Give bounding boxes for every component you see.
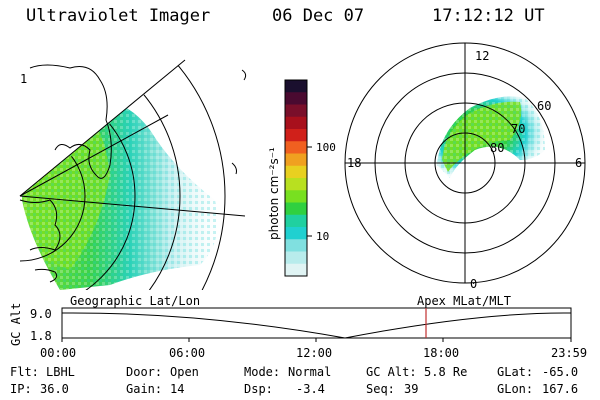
colorbar-label: photon cm⁻²s⁻¹: [267, 147, 281, 240]
info-mode-label: Mode:: [244, 365, 281, 379]
colorbar-swatch: [285, 178, 307, 191]
mlat-label-60: 60: [537, 99, 551, 113]
info-flt-label: Flt:: [10, 365, 39, 379]
info-mode-value: Normal: [288, 365, 332, 379]
info-glon-value: 167.6: [542, 382, 579, 396]
right-panel-label: Apex MLat/MLT: [417, 294, 511, 308]
info-ip-label: IP:: [10, 382, 32, 396]
colorbar-tick-100: 100: [316, 141, 336, 154]
timeline-xtick: 12:00: [296, 346, 332, 360]
timeline-ytick-top: 9.0: [30, 307, 52, 321]
mlat-label-70: 70: [511, 122, 525, 136]
mlt-label-6: 6: [575, 156, 582, 170]
info-glat-value: -65.0: [542, 365, 579, 379]
info-gain-label: Gain:: [126, 382, 163, 396]
colorbar-swatch: [285, 263, 307, 277]
colorbar: [285, 80, 307, 277]
pole-label: 1: [20, 72, 27, 86]
info-seq-label: Seq:: [366, 382, 395, 396]
colorbar-swatch: [285, 153, 307, 167]
altitude-timeline: Geographic Lat/Lon Apex MLat/MLT GC Alt …: [9, 294, 587, 360]
colorbar-swatch: [285, 227, 307, 240]
colorbar-swatch: [285, 190, 307, 203]
info-dsp-value: -3.4: [296, 382, 325, 396]
timeline-xtick: 18:00: [423, 346, 459, 360]
info-gcalt-value: 5.8 Re: [424, 365, 468, 379]
date-label: 06 Dec 07: [272, 6, 365, 26]
colorbar-swatch: [285, 104, 307, 118]
info-flt-value: LBHL: [46, 365, 75, 379]
mlt-label-18: 18: [347, 156, 361, 170]
mlat-label-80: 80: [490, 141, 504, 155]
info-glon-label: GLon:: [497, 382, 534, 396]
colorbar-swatch: [285, 239, 307, 252]
colorbar-swatch: [285, 129, 307, 142]
timeline-xtick: 06:00: [169, 346, 205, 360]
left-panel-label: Geographic Lat/Lon: [70, 294, 200, 308]
info-door-value: Open: [170, 365, 199, 379]
colorbar-swatch: [285, 116, 307, 130]
colorbar-swatch: [285, 165, 307, 179]
info-seq-value: 39: [404, 382, 419, 396]
colorbar-swatch: [285, 92, 307, 105]
info-dsp-label: Dsp:: [244, 382, 273, 396]
info-door-label: Door:: [126, 365, 163, 379]
colorbar-swatch: [285, 214, 307, 228]
instrument-title: Ultraviolet Imager: [26, 6, 211, 26]
timeline-ytick-bottom: 1.8: [30, 329, 52, 343]
info-glat-label: GLat:: [497, 365, 534, 379]
colorbar-swatch: [285, 251, 307, 265]
timeline-xtick: 00:00: [40, 346, 76, 360]
colorbar-swatch: [285, 80, 307, 93]
info-gain-value: 14: [170, 382, 185, 396]
info-gcalt-label: GC Alt:: [366, 365, 417, 379]
colorbar-swatch: [285, 202, 307, 216]
colorbar-swatch: [285, 141, 307, 154]
mlt-label-12: 12: [475, 49, 489, 63]
mlt-label-0: 0: [470, 277, 477, 291]
polar-plot: 12 18 6 0 60 70 80: [344, 42, 586, 291]
time-label: 17:12:12 UT: [432, 6, 545, 26]
info-ip-value: 36.0: [40, 382, 69, 396]
timeline-ylabel: GC Alt: [9, 303, 23, 346]
timeline-xtick: 23:59: [551, 346, 587, 360]
colorbar-tick-10: 10: [316, 230, 329, 243]
